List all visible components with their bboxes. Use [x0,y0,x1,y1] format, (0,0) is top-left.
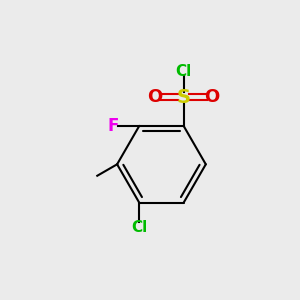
Text: Cl: Cl [131,220,147,235]
Text: O: O [147,88,163,106]
Text: F: F [108,117,119,135]
Text: S: S [177,88,190,107]
Text: O: O [205,88,220,106]
Text: Cl: Cl [176,64,192,79]
